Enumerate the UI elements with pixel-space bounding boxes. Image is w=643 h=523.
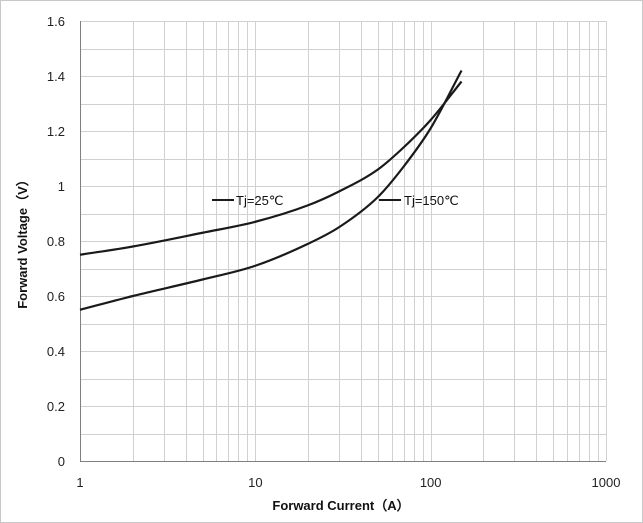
axes xyxy=(80,21,606,462)
series-line-tj150 xyxy=(79,69,463,311)
x-tick-label: 100 xyxy=(420,475,442,490)
series-lines xyxy=(79,69,463,311)
y-tick-label: 0.6 xyxy=(47,289,65,304)
y-axis-title: Forward Voltage（V） xyxy=(15,173,30,309)
tick-labels: 0 0.2 0.4 0.6 0.8 1 1.2 1.4 1.6 1 10 100 1000 xyxy=(47,14,621,490)
y-tick-label: 0.2 xyxy=(47,399,65,414)
y-tick-label: 0 xyxy=(58,454,65,469)
y-tick-label: 1.4 xyxy=(47,69,65,84)
x-tick-label: 1000 xyxy=(592,475,621,490)
y-tick-label: 1.6 xyxy=(47,14,65,29)
y-tick-label: 1.2 xyxy=(47,124,65,139)
x-axis-title: Forward Current（A） xyxy=(272,498,409,513)
y-tick-label: 0.8 xyxy=(47,234,65,249)
annotation-label-tj150: Tj=150℃ xyxy=(404,193,459,208)
annotation-label-tj25: Tj=25℃ xyxy=(236,193,283,208)
grid xyxy=(80,21,607,462)
series-line-tj25 xyxy=(79,80,463,256)
y-tick-label: 1 xyxy=(58,179,65,194)
x-tick-label: 1 xyxy=(76,475,83,490)
annotations: Tj=25℃ Tj=150℃ xyxy=(212,193,459,208)
x-tick-label: 10 xyxy=(248,475,262,490)
y-tick-label: 0.4 xyxy=(47,344,65,359)
